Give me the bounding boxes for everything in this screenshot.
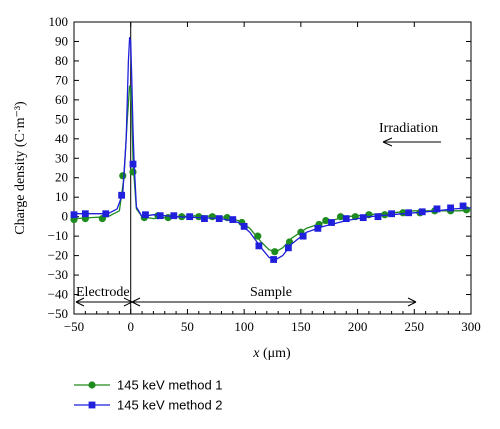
- data-point: [399, 209, 407, 217]
- data-point: [129, 168, 137, 176]
- x-tick-label: −50: [64, 319, 84, 334]
- data-point: [229, 216, 237, 223]
- series-2: [70, 36, 472, 263]
- x-tick-labels: −50 0 50 100 150 200 250 300: [64, 319, 481, 334]
- data-point: [240, 223, 248, 230]
- y-tick-label: 100: [49, 14, 69, 29]
- legend-label: 145 keV method 1: [117, 378, 223, 393]
- data-point: [170, 212, 178, 220]
- y-tick-label: −20: [48, 248, 68, 263]
- y-tick-labels: −50 −40 −30 −20 −10 0 10 20 30 40 50 60 70 80 90 100: [48, 14, 68, 321]
- data-point: [418, 208, 426, 216]
- legend-item-2: 145 keV method 2: [74, 398, 223, 413]
- x-axis-title: x (μm): [252, 346, 291, 361]
- data-point: [70, 211, 78, 219]
- legend: 145 keV method 1 145 keV method 2: [74, 378, 223, 413]
- x-tick-label: 150: [291, 319, 311, 334]
- sample-arrow: [131, 297, 417, 307]
- y-tick-label: 80: [55, 53, 68, 68]
- data-point: [195, 213, 203, 221]
- y-tick-label: 70: [55, 72, 68, 87]
- data-point: [186, 213, 194, 221]
- data-point: [81, 210, 89, 218]
- data-point: [388, 210, 395, 218]
- data-point: [270, 256, 278, 263]
- legend-label: 145 keV method 2: [117, 398, 223, 413]
- data-point: [328, 219, 335, 226]
- data-point: [156, 212, 164, 220]
- y-tick-label: 90: [55, 33, 68, 48]
- irradiation-arrow: [382, 137, 441, 147]
- electrode-label: Electrode: [76, 285, 130, 300]
- data-point: [254, 232, 262, 240]
- x-tick-label: 100: [234, 319, 254, 334]
- data-point: [336, 213, 345, 221]
- legend-marker: [88, 381, 96, 389]
- y-tick-label: 10: [55, 189, 68, 204]
- data-point: [284, 244, 292, 252]
- y-tick-label: 60: [55, 92, 68, 107]
- data-point: [359, 214, 367, 222]
- y-tick-label: 20: [55, 170, 68, 185]
- y-tick-label: 30: [55, 150, 68, 165]
- data-point: [129, 160, 137, 168]
- y-tick-label: −30: [48, 267, 68, 282]
- x-tick-label: 250: [405, 319, 425, 334]
- y-tick-label: −10: [48, 228, 68, 243]
- x-tick-label: 200: [348, 319, 368, 334]
- sample-label: Sample: [250, 285, 292, 300]
- data-point: [447, 204, 454, 212]
- series-line: [74, 36, 472, 261]
- data-point: [342, 215, 350, 223]
- data-point: [118, 191, 126, 199]
- legend-marker: [88, 401, 96, 409]
- x-tick-label: 0: [127, 319, 134, 334]
- data-point: [119, 172, 127, 180]
- y-tick-label: −40: [48, 287, 68, 302]
- data-point: [142, 211, 149, 219]
- data-point: [255, 242, 263, 250]
- data-point: [459, 202, 467, 210]
- data-point: [201, 215, 208, 223]
- data-point: [405, 209, 413, 217]
- data-point: [433, 205, 441, 213]
- y-axis-title: Charge density (C·m⁻³): [13, 101, 28, 235]
- y-tick-label: 50: [55, 111, 68, 126]
- electrode-arrow: [75, 297, 133, 307]
- data-point: [299, 232, 307, 240]
- data-point: [314, 224, 322, 232]
- plot-frame: [73, 21, 472, 315]
- data-point: [215, 215, 223, 223]
- y-tick-label: −50: [48, 306, 68, 321]
- data-point: [271, 248, 279, 256]
- series-layer: [70, 36, 472, 263]
- x-tick-label: 300: [461, 319, 481, 334]
- irradiation-label: Irradiation: [379, 121, 438, 136]
- y-tick-label: 40: [55, 131, 68, 146]
- data-point: [374, 213, 382, 221]
- legend-item-1: 145 keV method 1: [74, 378, 223, 393]
- y-tick-label: 0: [62, 209, 69, 224]
- x-tick-label: 50: [181, 319, 194, 334]
- data-point: [208, 213, 216, 221]
- data-point: [102, 210, 110, 218]
- data-point: [322, 216, 330, 225]
